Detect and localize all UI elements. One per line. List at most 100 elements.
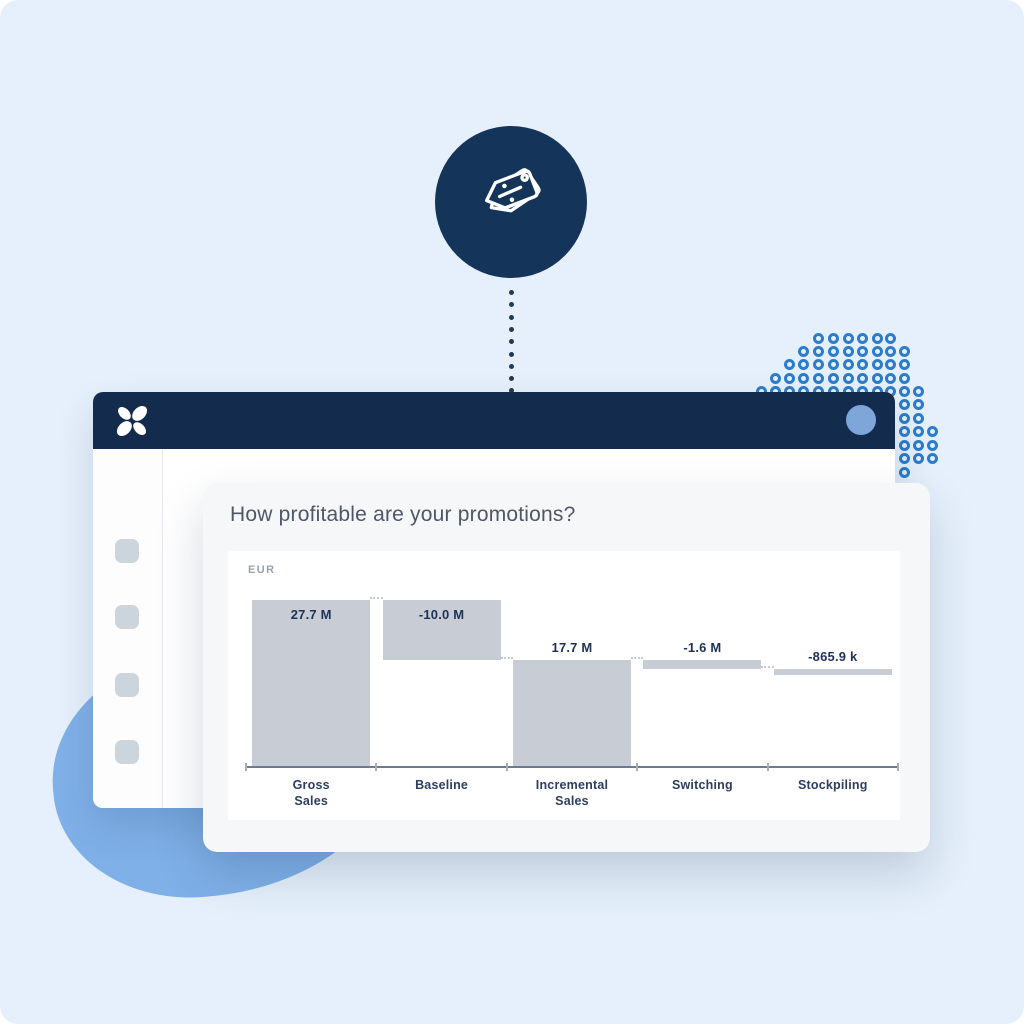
category-label: Baseline <box>376 778 506 794</box>
ring-dot <box>842 358 854 370</box>
ring-dot <box>856 358 868 370</box>
ring-dot <box>812 358 824 370</box>
waterfall-connector <box>500 656 513 659</box>
x-axis-tick <box>636 763 639 771</box>
waterfall-bar-2[interactable] <box>382 599 501 660</box>
ring-dot <box>783 372 795 384</box>
ring-dot <box>797 345 809 357</box>
ring-dot <box>898 372 910 384</box>
ring-dot <box>827 358 839 370</box>
ring-dot <box>797 372 809 384</box>
connector-dot <box>509 290 514 295</box>
user-avatar[interactable] <box>846 405 876 435</box>
waterfall-bar-1[interactable] <box>252 599 371 766</box>
sidebar-item-2[interactable] <box>115 605 139 629</box>
ring-dot <box>884 345 896 357</box>
discount-tag-icon <box>484 168 541 213</box>
category-label: Gross Sales <box>246 778 376 809</box>
ring-dot <box>783 358 795 370</box>
ring-dot <box>842 345 854 357</box>
sidebar-item-1[interactable] <box>115 539 139 563</box>
ring-dot <box>884 332 896 344</box>
ring-dot <box>769 372 781 384</box>
category-label: Incremental Sales <box>507 778 637 809</box>
ring-dot <box>898 345 910 357</box>
window-header <box>93 392 895 449</box>
clover-logo-icon <box>116 405 148 437</box>
ring-dot <box>827 372 839 384</box>
currency-label: EUR <box>248 564 276 576</box>
chart-panel: EUR 27.7 M -10.0 M 17.7 M -1.6 M -865.9 k Gro… <box>228 551 900 820</box>
ring-dot <box>871 332 883 344</box>
sidebar-item-4[interactable] <box>115 740 139 764</box>
card-title: How profitable are your promotions? <box>230 503 576 526</box>
ring-dot <box>871 358 883 370</box>
category-label-line: Incremental <box>535 778 609 792</box>
ring-dot <box>871 372 883 384</box>
ring-dot <box>898 452 910 464</box>
ring-dot <box>898 385 910 397</box>
bar-value-label: 27.7 M <box>290 606 332 622</box>
ring-dot <box>898 439 910 451</box>
x-axis-tick <box>897 763 899 771</box>
ring-dot <box>884 372 896 384</box>
connector-dot <box>509 326 514 332</box>
ring-dot <box>926 439 938 451</box>
waterfall-bar-4[interactable] <box>643 659 762 670</box>
x-axis-line <box>246 766 898 768</box>
waterfall-chart: 27.7 M -10.0 M 17.7 M -1.6 M -865.9 k Gross Sa… <box>228 551 900 820</box>
ring-dot <box>912 398 924 410</box>
category-label: Stockpiling <box>768 778 898 794</box>
ring-dot <box>912 452 924 464</box>
category-label-line: Sales <box>555 793 589 808</box>
ring-dot <box>912 425 924 437</box>
x-axis-tick <box>375 763 378 771</box>
ring-dot <box>797 358 809 370</box>
sidebar <box>93 449 163 808</box>
bar-value-label: -865.9 k <box>808 649 858 665</box>
x-axis-tick <box>505 763 508 771</box>
x-axis-tick <box>245 763 247 771</box>
bar-value-label: -1.6 M <box>683 639 722 655</box>
ring-dot <box>884 358 896 370</box>
connector-dot <box>509 314 514 320</box>
waterfall-bar-5[interactable] <box>773 669 892 675</box>
ring-dot <box>912 385 924 397</box>
ring-dot <box>842 332 854 344</box>
connector-dot <box>509 302 514 308</box>
ring-dot <box>856 345 868 357</box>
ring-dot <box>827 345 839 357</box>
bar-value-label: -10.0 M <box>418 606 465 622</box>
waterfall-connector <box>370 596 383 599</box>
waterfall-connector <box>631 656 644 659</box>
ring-dot <box>898 466 910 478</box>
ring-dot <box>926 452 938 464</box>
ring-dot <box>912 439 924 451</box>
ring-dot <box>898 398 910 410</box>
ring-dot <box>912 412 924 424</box>
waterfall-bar-3[interactable] <box>513 659 631 766</box>
ring-dot <box>898 425 910 437</box>
bar-value-label: 17.7 M <box>551 639 593 655</box>
ring-dot <box>871 345 883 357</box>
chart-card: How profitable are your promotions? EUR … <box>203 483 930 852</box>
ring-dot <box>842 372 854 384</box>
category-label-line: Baseline <box>415 778 469 792</box>
category-label-line: Gross <box>292 778 330 792</box>
category-label-line: Switching <box>671 778 733 792</box>
ring-dot <box>812 372 824 384</box>
category-label-line: Sales <box>294 793 329 808</box>
ring-dot <box>898 358 910 370</box>
ring-dot <box>856 372 868 384</box>
waterfall-connector <box>761 666 774 669</box>
ring-dot <box>812 345 824 357</box>
ring-dot <box>827 332 839 344</box>
ring-dot <box>812 332 824 344</box>
connector-dot <box>509 388 514 394</box>
ring-dot <box>926 425 938 437</box>
category-label-line: Stockpiling <box>798 778 868 792</box>
sidebar-item-3[interactable] <box>115 673 139 697</box>
connector-dot <box>509 351 514 357</box>
x-axis-tick <box>766 763 769 771</box>
